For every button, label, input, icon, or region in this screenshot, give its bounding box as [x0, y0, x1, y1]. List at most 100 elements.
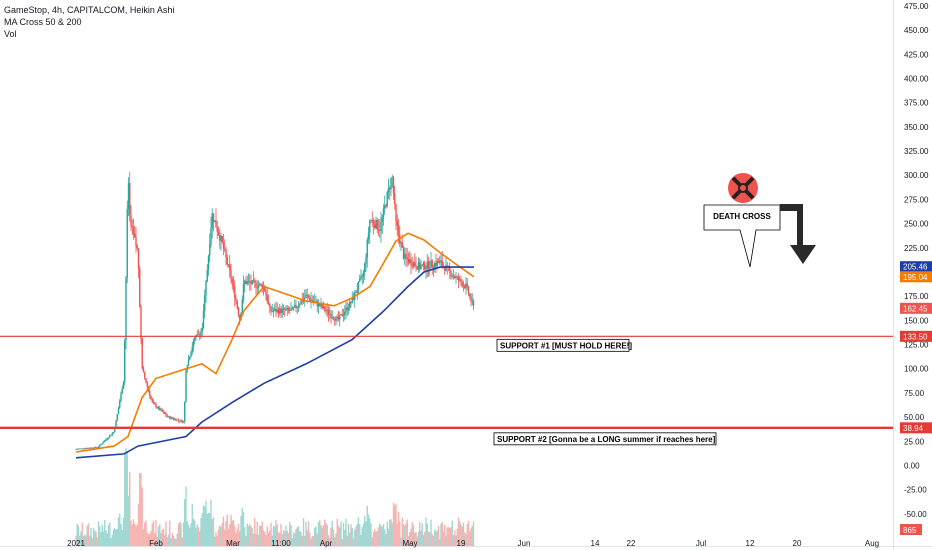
volume-bar	[115, 529, 117, 546]
candle-body	[285, 309, 287, 311]
volume-bar	[449, 527, 451, 546]
volume-bar	[116, 529, 118, 546]
volume-bar	[456, 528, 458, 546]
volume-bar	[439, 539, 441, 546]
volume-bar	[375, 532, 377, 546]
candle-body	[222, 242, 225, 249]
candle-body	[236, 301, 238, 308]
y-tick-label: 50.00	[904, 413, 925, 422]
candle-body	[250, 282, 252, 285]
volume-bar	[134, 523, 136, 546]
volume-bar	[251, 527, 253, 546]
volume-bar	[399, 521, 401, 546]
volume-bar	[272, 525, 275, 546]
volume-bar	[282, 530, 285, 546]
candle-body	[196, 334, 198, 336]
candle-body	[142, 368, 145, 373]
candle-body	[346, 307, 348, 311]
volume-bar	[425, 517, 427, 546]
candle-body	[152, 402, 155, 404]
volume-bar	[141, 487, 143, 546]
volume-bar	[209, 513, 211, 546]
volume-bar	[310, 538, 312, 546]
candle-body	[279, 308, 281, 314]
candle-body	[191, 346, 193, 353]
volume-bar	[316, 533, 318, 546]
volume-bar	[239, 531, 241, 546]
candle-body	[439, 260, 441, 263]
candle-body	[444, 266, 446, 271]
x-tick-label: Feb	[149, 539, 163, 548]
candle-body	[376, 220, 378, 230]
volume-bar	[211, 518, 213, 546]
volume-bar	[175, 539, 177, 546]
y-tick-label: 225.00	[904, 244, 929, 253]
candle-body	[345, 307, 347, 312]
candle-body	[292, 307, 295, 309]
volume-bar	[366, 505, 368, 546]
volume-bar	[404, 525, 406, 546]
volume-bar	[289, 521, 291, 546]
legend-title: GameStop, 4h, CAPITALCOM, Heikin Ashi	[4, 5, 175, 15]
y-tick-label: 100.00	[904, 365, 929, 374]
candle-body	[121, 389, 123, 394]
price-tag-box	[900, 271, 932, 283]
volume-bar	[190, 523, 192, 546]
candle-body	[95, 447, 97, 448]
volume-bar	[184, 498, 186, 546]
candle-body	[404, 253, 406, 259]
volume-bar	[362, 523, 365, 546]
x-tick-label: May	[402, 539, 417, 548]
volume-bar	[172, 535, 175, 546]
volume-bar	[121, 530, 123, 546]
candle-body	[309, 297, 311, 301]
candles-layer	[75, 171, 475, 450]
candle-body	[267, 301, 270, 304]
volume-bar	[85, 535, 87, 546]
candle-body	[451, 275, 453, 277]
volume-bar	[319, 519, 321, 546]
candle-body	[190, 352, 192, 357]
death-cross-icon-center	[738, 183, 748, 193]
candle-body	[256, 287, 258, 289]
volume-bar	[234, 525, 236, 546]
volume-bar	[146, 532, 148, 546]
candle-body	[137, 248, 140, 269]
candle-body	[127, 183, 130, 210]
candle-body	[252, 280, 255, 281]
volume-bar	[460, 524, 462, 546]
volume-bar	[191, 503, 193, 546]
volume-bar	[386, 521, 388, 546]
candle-body	[307, 295, 310, 298]
candle-body	[207, 255, 210, 271]
candle-body	[110, 434, 112, 436]
candle-body	[181, 420, 183, 423]
candle-body	[430, 260, 432, 269]
volume-bar	[219, 525, 221, 546]
support-label-box-2	[493, 432, 717, 446]
volume-bar	[165, 521, 167, 546]
y-tick-label: 275.00	[904, 195, 929, 204]
candle-body	[206, 270, 208, 282]
candle-body	[342, 314, 345, 317]
volume-bar	[327, 535, 330, 546]
y-tick-label: 375.00	[904, 99, 929, 108]
volume-bar	[385, 534, 387, 546]
candle-body	[97, 446, 100, 448]
volume-bar	[90, 527, 92, 546]
candle-body	[81, 448, 83, 450]
volume-bar	[315, 526, 317, 546]
candle-body	[400, 242, 402, 244]
candle-body	[157, 407, 160, 409]
candle-body	[241, 299, 243, 314]
candle-body	[82, 448, 85, 450]
volume-bar	[189, 527, 191, 546]
candle-body	[412, 262, 415, 267]
volume-bar	[355, 526, 357, 546]
ma200-line	[75, 266, 474, 459]
volume-bar	[389, 519, 391, 546]
volume-bar	[286, 530, 288, 546]
volume-bar	[181, 537, 183, 546]
